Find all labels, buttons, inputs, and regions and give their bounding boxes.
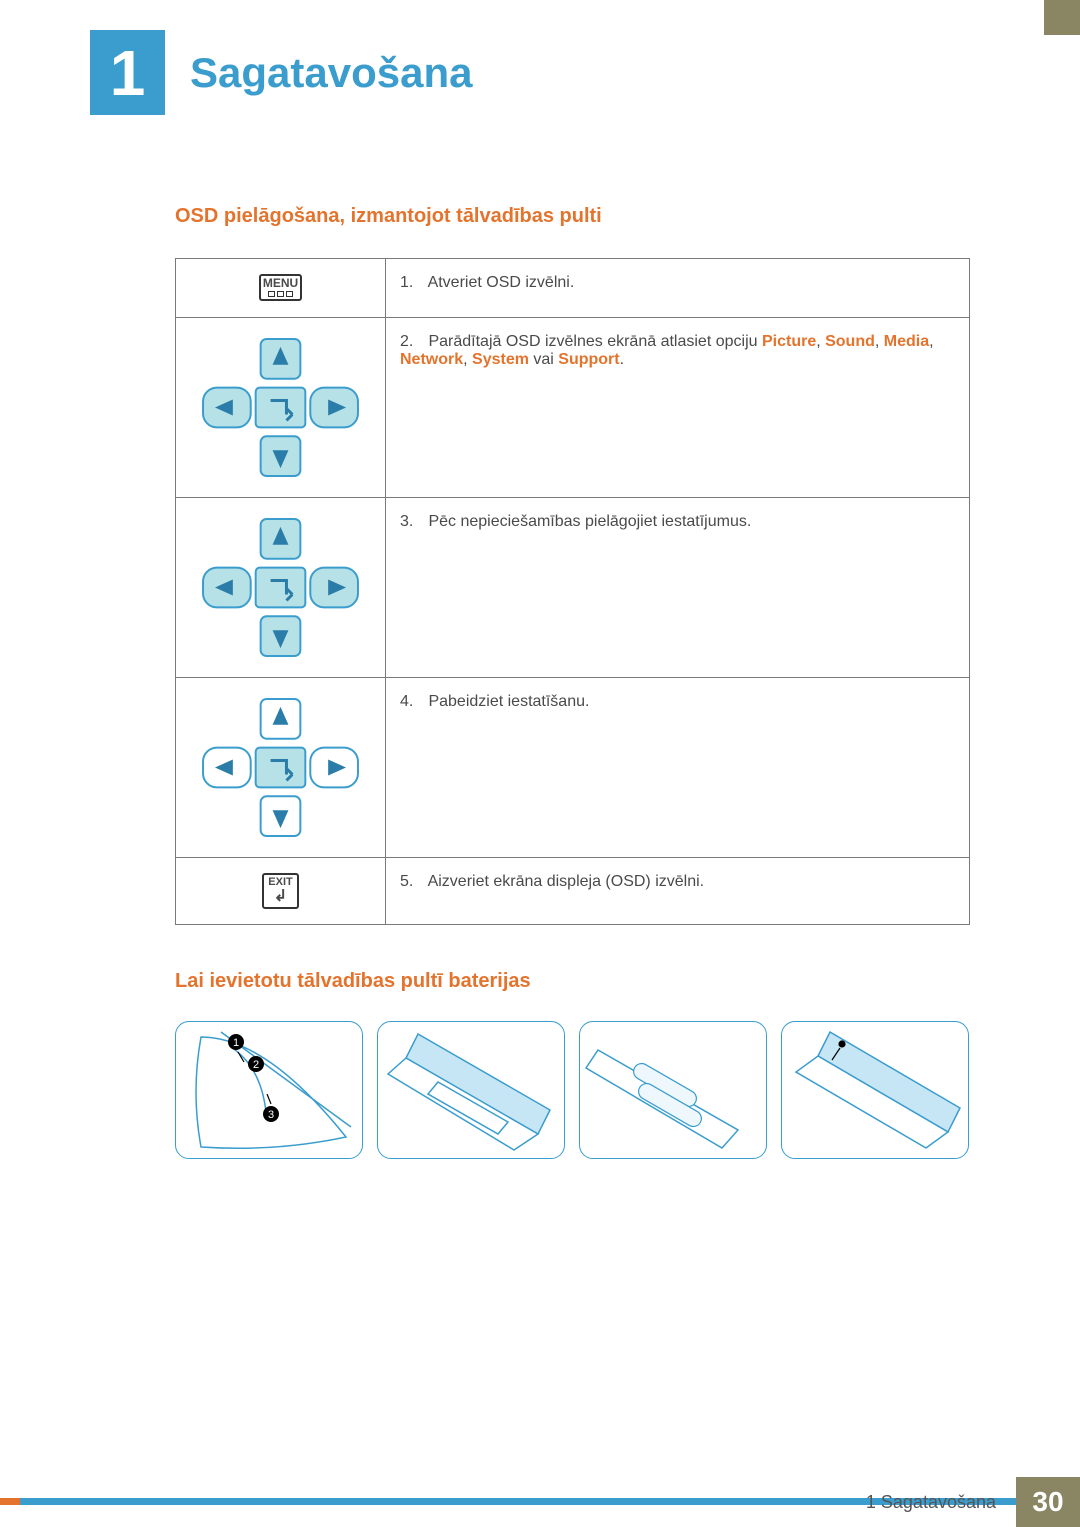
chapter-title: Sagatavošana xyxy=(190,49,472,97)
icon-cell-dpad xyxy=(176,498,386,678)
page-content: OSD pielāgošana, izmantojot tālvadības p… xyxy=(0,115,1080,1159)
section1-title: OSD pielāgošana, izmantojot tālvadības p… xyxy=(175,205,970,228)
dpad-all-icon xyxy=(193,515,368,660)
table-row: 2. Parādītajā OSD izvēlnes ekrānā atlasi… xyxy=(176,318,970,498)
page-footer: 1 Sagatavošana 30 xyxy=(866,1477,1080,1527)
battery-diagram-2-icon xyxy=(378,1022,565,1159)
icon-cell-menu: MENU xyxy=(176,259,386,318)
section2-title: Lai ievietotu tālvadības pultī baterijas xyxy=(175,970,970,993)
battery-diagram-1-icon: 1 2 3 xyxy=(176,1022,363,1159)
step-text: Atveriet OSD izvēlni. xyxy=(428,274,575,291)
dpad-center-icon xyxy=(193,695,368,840)
menu-bars-icon xyxy=(263,291,298,297)
highlight-media: Media xyxy=(884,333,929,350)
table-row: EXIT ↲ 5. Aizveriet ekrāna displeja (OSD… xyxy=(176,858,970,925)
step-number: 5. xyxy=(400,873,424,891)
svg-text:3: 3 xyxy=(268,1109,274,1121)
table-row: 4. Pabeidziet iestatīšanu. xyxy=(176,678,970,858)
exit-arrow-icon: ↲ xyxy=(268,889,292,905)
step-text-cell: 5. Aizveriet ekrāna displeja (OSD) izvēl… xyxy=(386,858,970,925)
battery-step-3 xyxy=(579,1021,767,1159)
step-text-cell: 2. Parādītajā OSD izvēlnes ekrānā atlasi… xyxy=(386,318,970,498)
battery-step-2 xyxy=(377,1021,565,1159)
table-row: MENU 1. Atveriet OSD izvēlni. xyxy=(176,259,970,318)
step-text-cell: 3. Pēc nepieciešamības pielāgojiet iesta… xyxy=(386,498,970,678)
svg-text:1: 1 xyxy=(233,1037,239,1049)
svg-text:2: 2 xyxy=(253,1059,259,1071)
icon-cell-dpad xyxy=(176,318,386,498)
highlight-support: Support xyxy=(558,351,619,368)
step-text: Pabeidziet iestatīšanu. xyxy=(428,693,589,710)
footer-page-number: 30 xyxy=(1016,1477,1080,1527)
battery-diagram-3-icon xyxy=(580,1022,767,1159)
footer-chapter-label: 1 Sagatavošana xyxy=(866,1492,996,1513)
menu-button-icon: MENU xyxy=(259,274,302,301)
step-text: Parādītajā OSD izvēlnes ekrānā atlasiet … xyxy=(400,333,934,368)
step-number: 3. xyxy=(400,513,424,531)
battery-step-1: 1 2 3 xyxy=(175,1021,363,1159)
step-text-cell: 4. Pabeidziet iestatīšanu. xyxy=(386,678,970,858)
step-number: 4. xyxy=(400,693,424,711)
highlight-network: Network xyxy=(400,351,463,368)
battery-steps-row: 1 2 3 xyxy=(175,1021,970,1159)
battery-step-4 xyxy=(781,1021,969,1159)
icon-cell-dpad xyxy=(176,678,386,858)
dpad-all-icon xyxy=(193,335,368,480)
menu-label: MENU xyxy=(263,276,298,290)
table-row: 3. Pēc nepieciešamības pielāgojiet iesta… xyxy=(176,498,970,678)
chapter-number-box: 1 xyxy=(90,30,165,115)
icon-cell-exit: EXIT ↲ xyxy=(176,858,386,925)
exit-button-icon: EXIT ↲ xyxy=(262,873,298,909)
battery-diagram-4-icon xyxy=(782,1022,969,1159)
chapter-header: 1 Sagatavošana xyxy=(0,0,1080,115)
osd-steps-table: MENU 1. Atveriet OSD izvēlni. xyxy=(175,258,970,925)
step-text-cell: 1. Atveriet OSD izvēlni. xyxy=(386,259,970,318)
step-text: Pēc nepieciešamības pielāgojiet iestatīj… xyxy=(428,513,751,530)
highlight-system: System xyxy=(472,351,529,368)
step-number: 2. xyxy=(400,333,424,351)
highlight-picture: Picture xyxy=(762,333,816,350)
highlight-sound: Sound xyxy=(825,333,875,350)
step-text: Aizveriet ekrāna displeja (OSD) izvēlni. xyxy=(428,873,705,890)
exit-label: EXIT xyxy=(268,876,292,888)
step-number: 1. xyxy=(400,274,424,292)
